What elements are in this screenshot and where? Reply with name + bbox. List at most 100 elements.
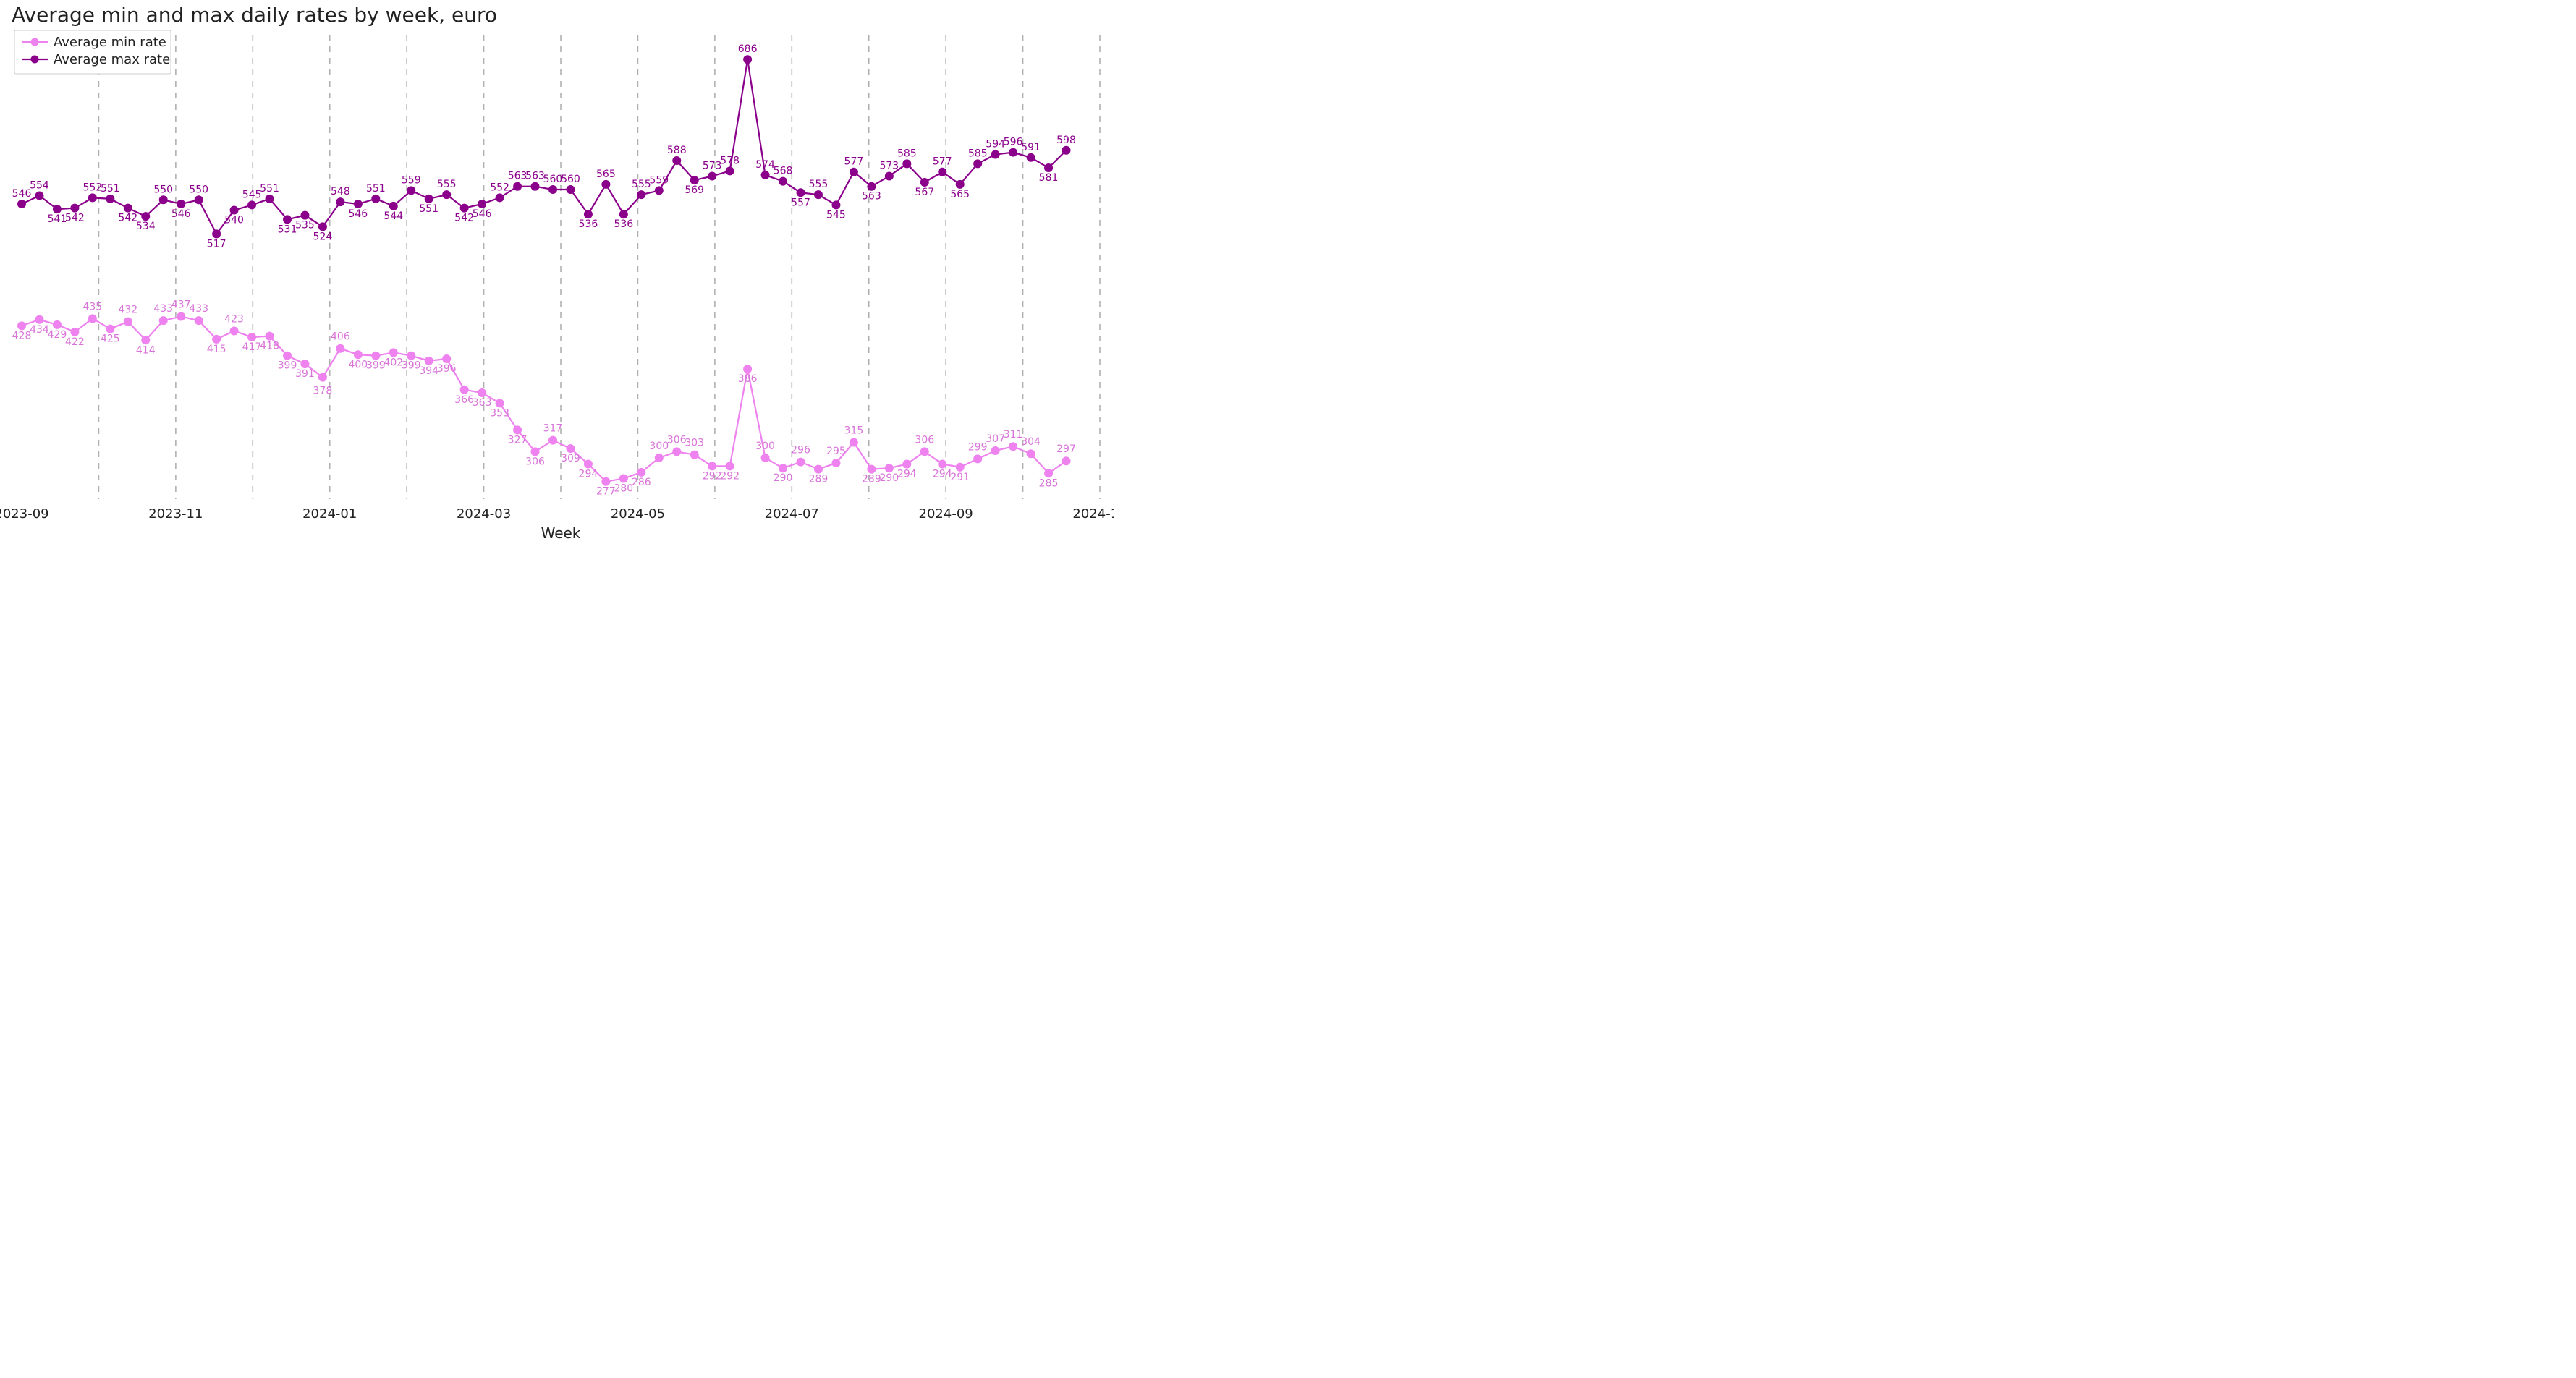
data-point	[920, 448, 928, 456]
data-label: 546	[12, 188, 32, 200]
data-label: 578	[720, 155, 740, 166]
data-point	[266, 332, 274, 340]
x-axis-label: Week	[541, 524, 581, 542]
data-point	[637, 191, 645, 199]
data-label: 594	[986, 138, 1005, 150]
data-label: 423	[224, 313, 244, 325]
data-point	[744, 365, 752, 373]
data-point	[1027, 153, 1035, 161]
data-label: 541	[48, 213, 67, 225]
data-point	[213, 335, 221, 343]
data-label: 573	[703, 160, 722, 171]
data-point	[1045, 469, 1053, 477]
data-label: 560	[543, 174, 563, 185]
data-point	[673, 157, 681, 165]
data-point	[71, 204, 79, 212]
data-label: 577	[933, 156, 952, 168]
x-tick-label: 2023-09	[0, 506, 49, 522]
data-point	[797, 458, 805, 466]
data-label: 437	[171, 299, 191, 310]
data-label: 291	[950, 472, 970, 483]
data-label: 307	[986, 433, 1005, 445]
data-point	[903, 460, 911, 468]
data-point	[1009, 148, 1017, 156]
data-label: 317	[543, 423, 563, 435]
data-label: 399	[366, 360, 386, 372]
data-point	[619, 210, 627, 218]
data-point	[567, 445, 575, 453]
data-point	[35, 315, 43, 323]
data-label: 588	[667, 145, 687, 156]
data-label: 386	[738, 373, 758, 385]
data-point	[106, 195, 114, 203]
data-label: 290	[879, 472, 899, 484]
data-point	[407, 352, 415, 360]
data-point	[283, 352, 291, 360]
data-label: 545	[826, 209, 846, 221]
data-point	[832, 201, 840, 209]
data-label: 596	[1004, 137, 1023, 148]
data-label: 366	[454, 394, 474, 406]
data-point	[496, 194, 504, 202]
data-label: 294	[579, 468, 598, 480]
data-point	[868, 465, 876, 473]
data-label: 574	[755, 159, 775, 171]
data-point	[531, 182, 539, 190]
data-point	[389, 202, 397, 210]
data-label: 378	[313, 386, 333, 397]
line-chart: Average min and max daily rates by week,…	[0, 0, 1114, 550]
data-label: 327	[508, 434, 528, 446]
data-point	[885, 464, 893, 472]
data-point	[195, 196, 203, 204]
data-label: 300	[649, 441, 669, 452]
data-label: 534	[136, 221, 156, 232]
data-label: 391	[295, 368, 315, 380]
data-point	[478, 200, 486, 208]
data-label: 546	[473, 208, 492, 220]
data-label: 406	[331, 331, 350, 343]
data-point	[177, 312, 185, 320]
data-point	[159, 317, 167, 325]
data-label: 581	[1039, 172, 1059, 184]
data-label: 536	[579, 218, 598, 230]
data-label: 399	[402, 360, 421, 372]
data-point	[531, 448, 539, 456]
x-tick-label: 2024-09	[919, 506, 973, 522]
data-label: 550	[153, 184, 173, 195]
data-label: 434	[30, 324, 49, 336]
data-point	[443, 191, 451, 199]
data-label: 289	[809, 474, 829, 485]
data-point	[425, 357, 433, 365]
data-label: 422	[65, 336, 85, 348]
data-label: 568	[774, 166, 793, 177]
data-label: 289	[862, 474, 881, 485]
data-label: 531	[278, 224, 297, 235]
data-label: 306	[667, 434, 687, 446]
data-label: 433	[153, 303, 173, 315]
data-point	[903, 160, 911, 168]
data-label: 554	[30, 180, 49, 192]
data-point	[354, 351, 362, 359]
data-point	[885, 172, 893, 180]
data-point	[283, 216, 291, 224]
data-label: 563	[525, 171, 545, 182]
data-point	[53, 205, 61, 213]
data-point	[478, 389, 486, 397]
data-point	[974, 160, 982, 168]
data-label: 295	[826, 446, 846, 457]
data-label: 551	[101, 183, 120, 195]
data-point	[744, 56, 752, 64]
data-label: 542	[65, 213, 85, 224]
data-label: 429	[48, 329, 67, 341]
data-point	[354, 200, 362, 208]
data-label: 433	[189, 303, 208, 315]
data-point	[514, 182, 522, 190]
data-point	[372, 195, 380, 203]
data-label: 555	[437, 179, 457, 190]
data-point	[230, 206, 238, 214]
data-point	[797, 189, 805, 197]
data-label: 542	[118, 213, 137, 224]
data-point	[991, 150, 999, 158]
data-label: 418	[260, 341, 279, 352]
data-label: 415	[207, 344, 226, 355]
